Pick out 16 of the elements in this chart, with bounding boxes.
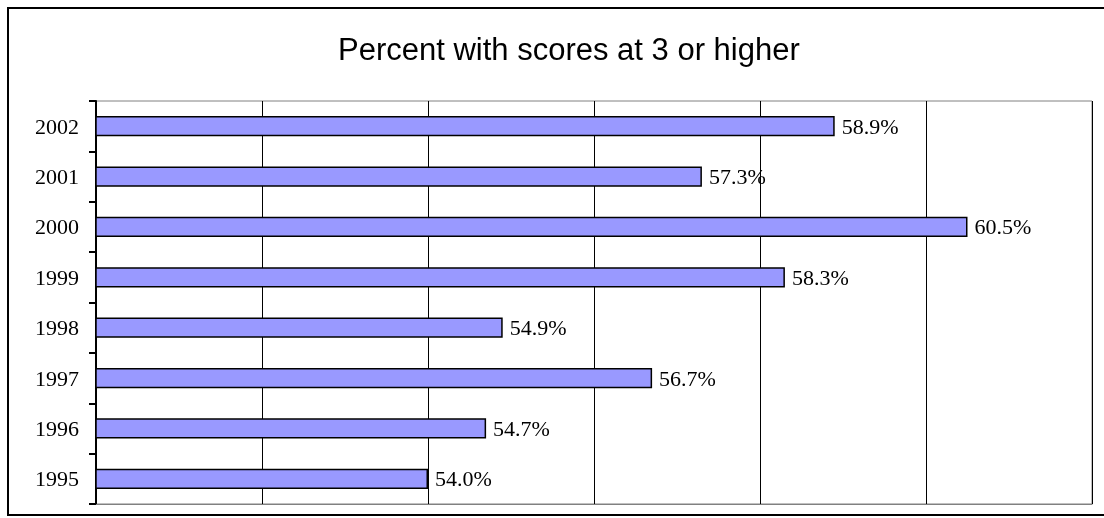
y-tick-label: 2001 <box>35 164 79 190</box>
y-tick-label: 1998 <box>35 315 79 341</box>
data-label: 54.0% <box>435 466 492 492</box>
data-label: 58.3% <box>791 264 849 290</box>
y-tick-label: 1995 <box>35 466 79 492</box>
chart-title: Percent with scores at 3 or higher <box>338 32 800 67</box>
y-tick-label: 1999 <box>35 264 79 290</box>
y-tick-label: 2000 <box>35 214 79 240</box>
data-label: 58.9% <box>841 113 899 139</box>
y-tick-label: 1996 <box>35 415 79 441</box>
y-tick-label: 1997 <box>35 365 79 391</box>
data-label: 56.7% <box>659 365 716 391</box>
y-tick-label: 2002 <box>35 113 79 139</box>
data-label: 54.7% <box>493 415 550 441</box>
data-label: 54.9% <box>509 315 567 341</box>
data-label: 60.5% <box>974 214 1032 240</box>
